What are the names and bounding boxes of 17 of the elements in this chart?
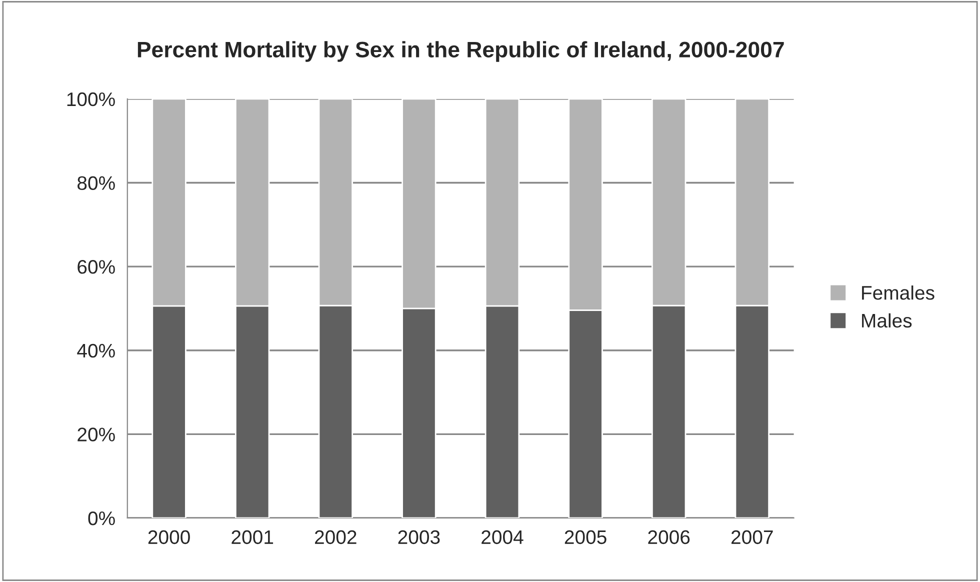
y-tick-label: 80% (78, 176, 115, 190)
legend-label: Males (862, 313, 912, 328)
x-tick-label: 2007 (732, 530, 773, 544)
y-tick-label: 0% (88, 511, 115, 526)
y-tick-label: 100% (67, 92, 115, 106)
x-tick-label: 2003 (398, 530, 440, 544)
legend-label: Females (862, 285, 934, 300)
x-tick-label: 2001 (232, 530, 274, 544)
y-tick-label: 60% (78, 260, 115, 274)
x-tick-label: 2006 (648, 530, 690, 544)
chart-title: Percent Mortality by Sex in the Republic of Ireland, 2000-2007 (138, 41, 784, 62)
y-tick-label: 20% (78, 428, 115, 442)
x-tick-label: 2005 (564, 530, 606, 544)
y-tick-label: 40% (77, 344, 115, 358)
x-tick-label: 2000 (148, 530, 190, 544)
x-tick-label: 2002 (315, 530, 356, 544)
x-tick-label: 2004 (482, 530, 524, 544)
